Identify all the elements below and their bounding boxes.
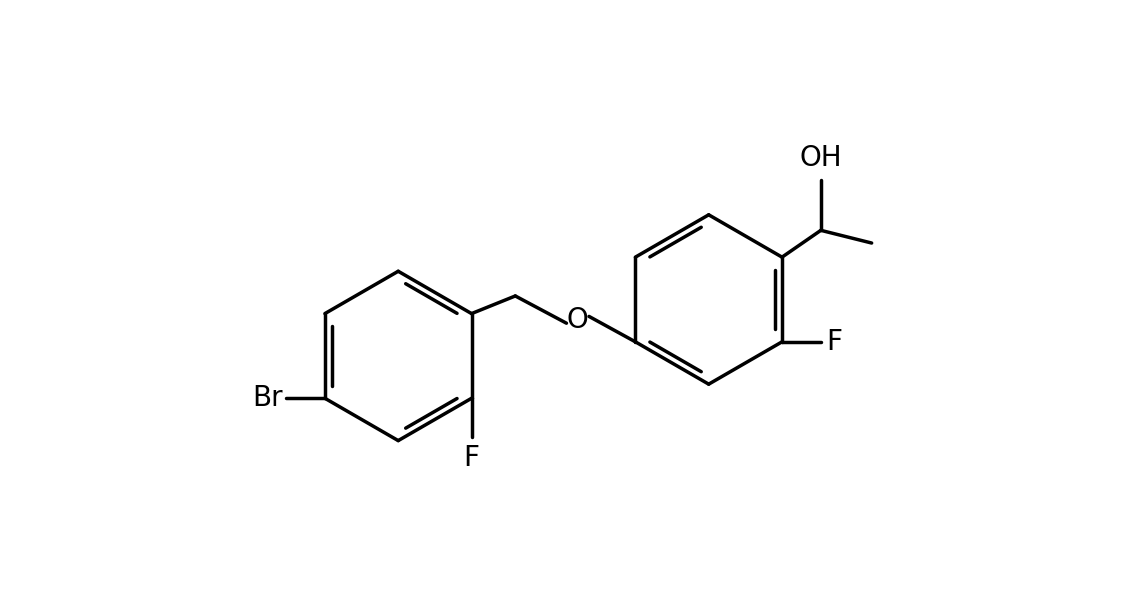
Text: O: O [566, 306, 589, 334]
Text: F: F [463, 444, 480, 472]
Text: Br: Br [252, 384, 283, 412]
Text: OH: OH [799, 144, 842, 173]
Text: F: F [826, 328, 842, 356]
